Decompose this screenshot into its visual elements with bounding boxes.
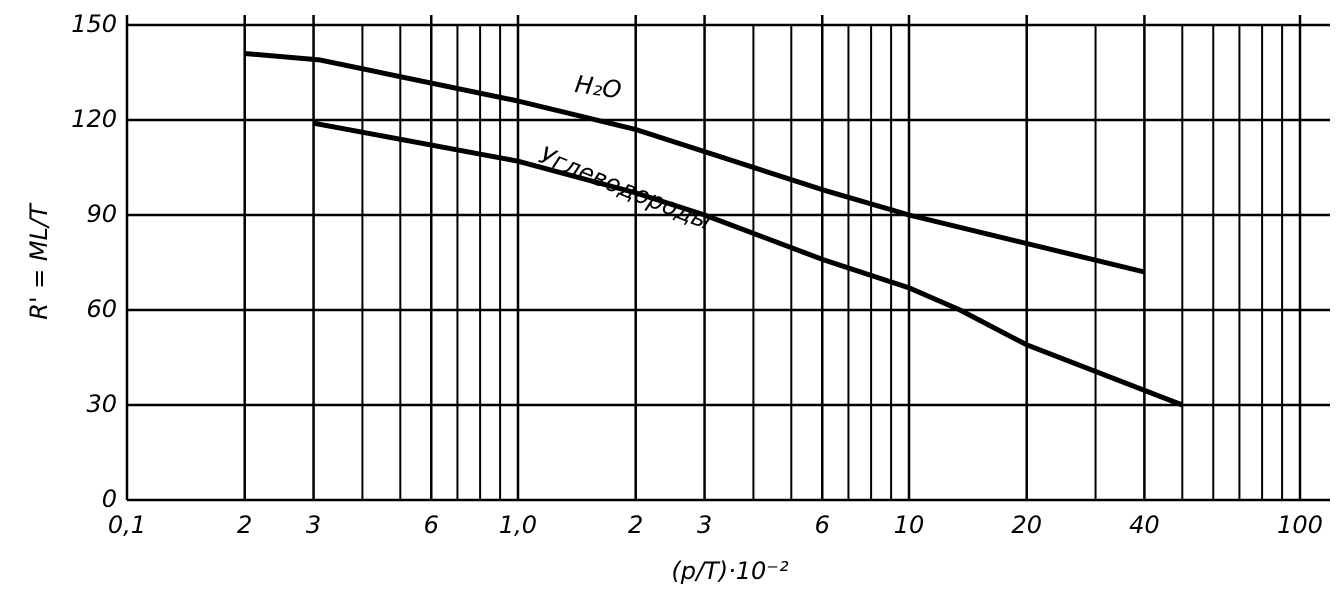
data-line (313, 120, 1184, 408)
y-tick-label: 120 (71, 105, 117, 133)
x-tick-label: 20 (1011, 511, 1042, 539)
x-tick-label: 3 (306, 511, 321, 539)
x-tick-label: 10 (894, 511, 925, 539)
x-tick-label: 2 (237, 511, 252, 539)
data-line (244, 51, 1145, 275)
x-tick-label: 3 (697, 511, 712, 539)
y-tick-label: 90 (86, 200, 117, 228)
x-tick-label: 0,1 (108, 511, 146, 539)
x-tick-label: 100 (1277, 511, 1323, 539)
x-tick-label: 6 (815, 511, 830, 539)
series-label: H₂O (573, 70, 623, 104)
y-tick-label: 30 (86, 390, 117, 418)
x-tick-label: 1,0 (499, 511, 537, 539)
x-tick-label: 6 (424, 511, 439, 539)
y-axis-label: R' = ML/T (25, 202, 53, 320)
series-label: Углеводороды (535, 141, 715, 235)
x-axis-label: (p/T)·10⁻² (671, 557, 789, 585)
x-tick-label: 2 (628, 511, 643, 539)
x-tick-label: 40 (1129, 511, 1160, 539)
y-tick-label: 150 (71, 10, 117, 38)
y-tick-label: 0 (102, 485, 117, 513)
y-tick-label: 60 (86, 295, 117, 323)
